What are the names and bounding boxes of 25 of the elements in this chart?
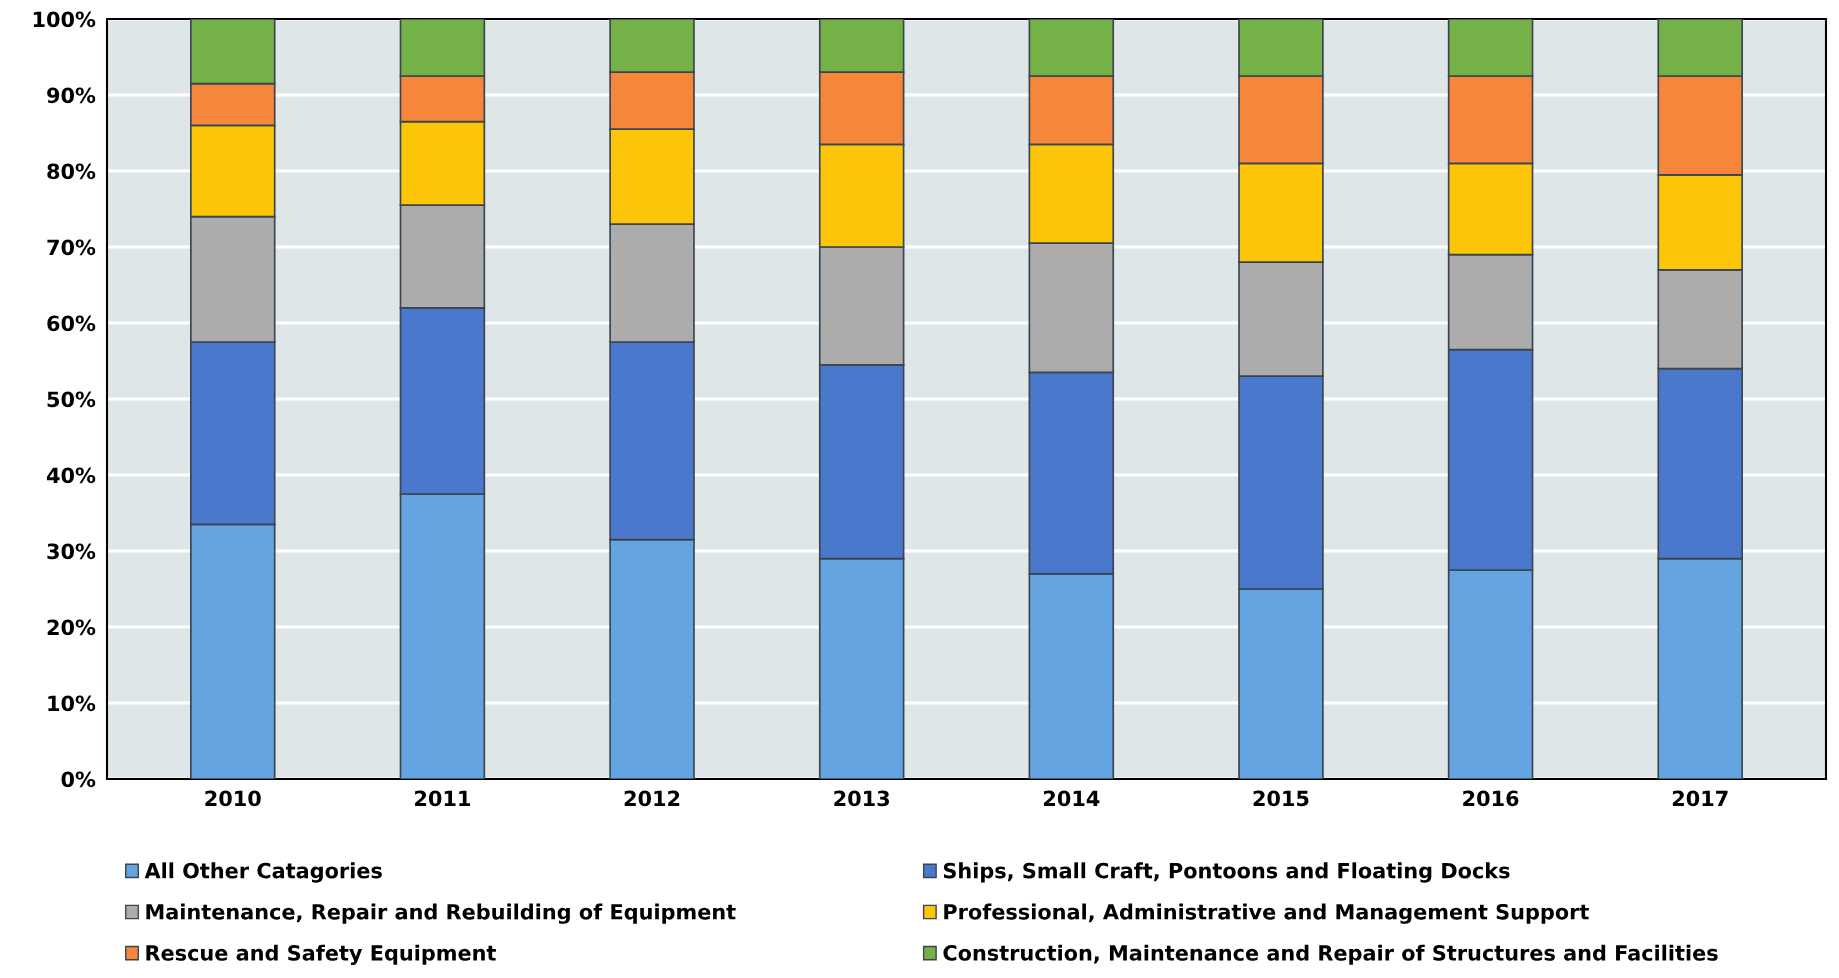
- x-tick-label: 2016: [1463, 790, 1519, 807]
- x-tick-label: 2015: [1253, 790, 1309, 807]
- legend-label: Professional, Administrative and Management Support: [944, 903, 1589, 924]
- y-tick-label: 30%: [47, 543, 96, 560]
- y-tick-label: 90%: [47, 87, 96, 104]
- y-tick-label: 20%: [47, 619, 96, 636]
- legend-label: Ships, Small Craft, Pontoons and Floating Docks: [943, 862, 1510, 883]
- y-tick-label: 80%: [47, 163, 96, 180]
- y-tick-label: 10%: [48, 695, 96, 712]
- legend-label: Construction, Maintenance and Repair of Structures and Facilities: [943, 944, 1718, 965]
- x-tick-label: 2017: [1672, 790, 1728, 807]
- y-tick-label: 0%: [61, 771, 96, 788]
- y-tick-label: 60%: [47, 315, 96, 332]
- legend-label: Rescue and Safety Equipment: [146, 944, 496, 965]
- y-tick-label: 50%: [47, 391, 96, 408]
- legend-label: Maintenance, Repair and Rebuilding of Equipment: [146, 903, 736, 924]
- x-tick-label: 2011: [415, 790, 470, 807]
- legend-label: All Other Catagories: [144, 862, 382, 883]
- y-tick-label: 40%: [46, 467, 96, 484]
- x-tick-label: 2014: [1043, 790, 1100, 807]
- x-tick-label: 2010: [205, 790, 261, 807]
- y-tick-label: 70%: [47, 239, 96, 256]
- x-tick-label: 2013: [834, 790, 890, 807]
- y-tick-label: 100%: [33, 11, 96, 28]
- x-tick-label: 2012: [624, 790, 680, 807]
